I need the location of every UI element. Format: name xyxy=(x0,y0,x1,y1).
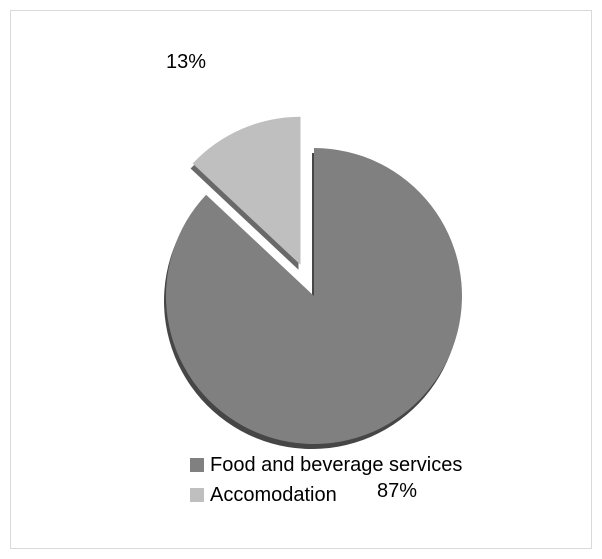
legend: Food and beverage services Accomodation xyxy=(190,452,470,512)
legend-item-accomodation: Accomodation xyxy=(190,482,470,508)
data-label-food: 87% xyxy=(377,480,417,502)
pie-slice-food[interactable] xyxy=(165,148,462,444)
legend-swatch-food xyxy=(190,458,204,472)
chart-frame xyxy=(10,10,592,549)
pie-slice-accomodation[interactable] xyxy=(192,116,301,265)
legend-swatch-accomodation xyxy=(190,488,204,502)
legend-label-food: Food and beverage services xyxy=(210,454,463,476)
data-label-accomodation: 13% xyxy=(166,51,206,73)
legend-label-accomodation: Accomodation xyxy=(210,484,337,506)
legend-item-food: Food and beverage services xyxy=(190,452,470,478)
